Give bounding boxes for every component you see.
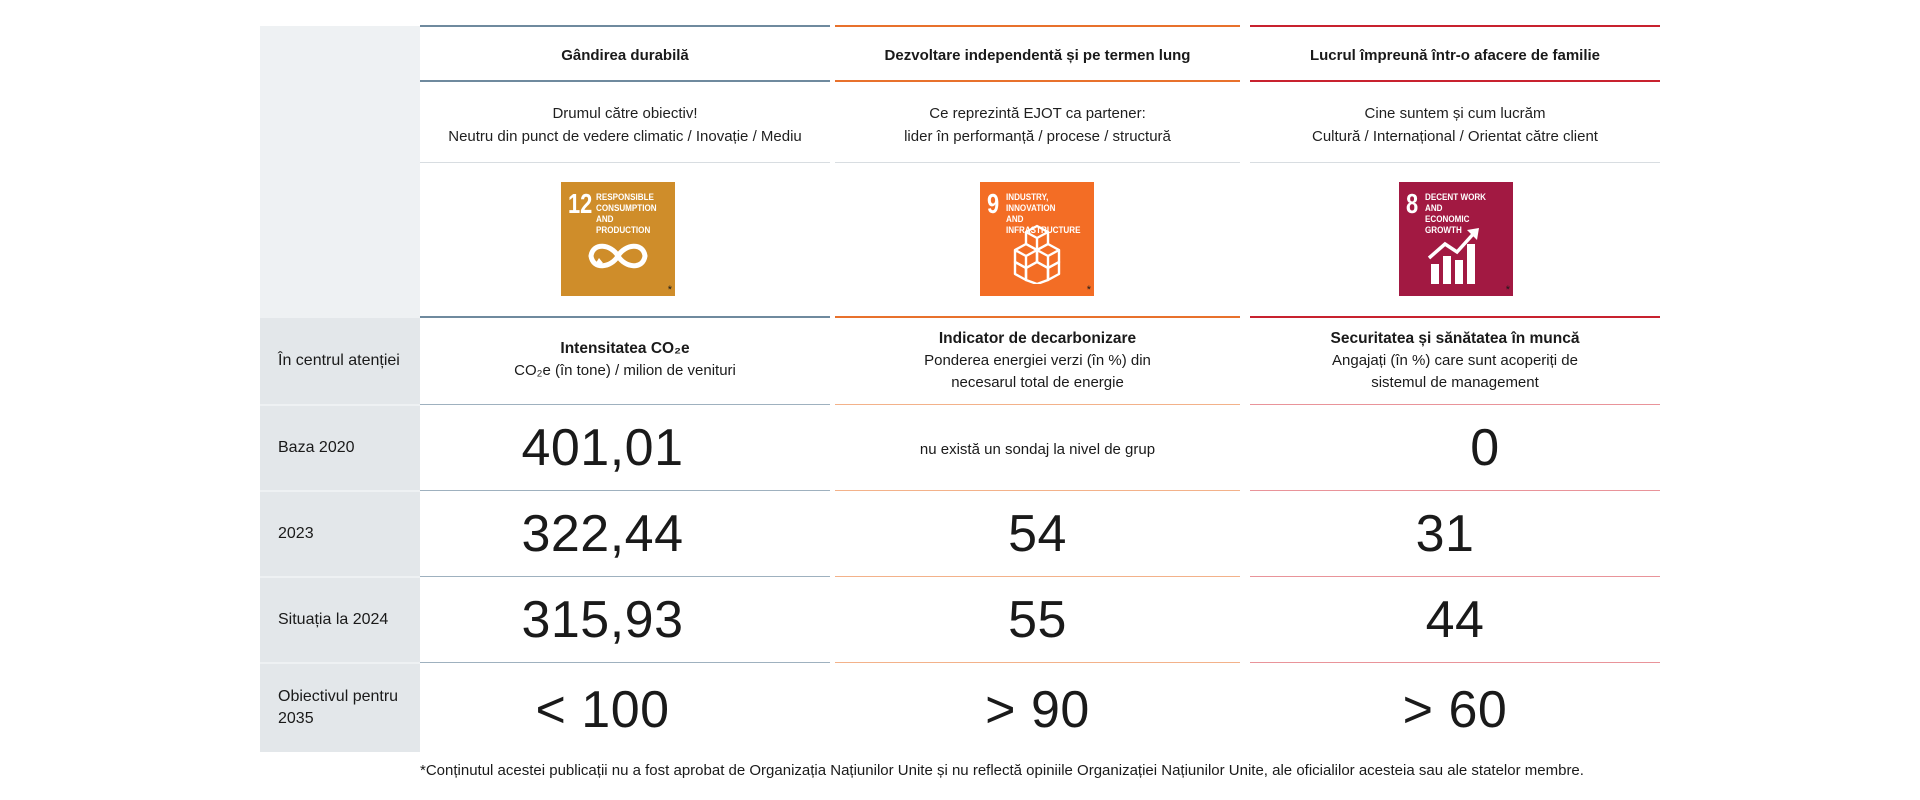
- sdg-title: DECENT WORK AND ECONOMIC GROWTH: [1425, 192, 1500, 236]
- row-rule: [420, 662, 830, 663]
- focus-subtitle-line1: Ponderea energiei verzi (în %) din: [924, 352, 1151, 369]
- status2024-label-cell: [260, 578, 420, 662]
- row-rule: [1250, 404, 1660, 405]
- sdg-star: *: [1086, 284, 1091, 296]
- row-rule: [835, 490, 1240, 491]
- sdg-8-badge: 8 DECENT WORK AND ECONOMIC GROWTH *: [1399, 182, 1513, 296]
- focus-label-cell: [260, 318, 420, 404]
- sdg-number: 9: [987, 188, 1000, 219]
- row-rule: [420, 490, 830, 491]
- row-label-focus: În centrul atenției: [278, 352, 400, 369]
- row-label-baseline: Baza 2020: [278, 439, 355, 456]
- sdg-title: RESPONSIBLE CONSUMPTION AND PRODUCTION: [596, 192, 663, 236]
- focus-top-rule: [1250, 316, 1660, 318]
- sdg-title-line2: CONSUMPTION: [596, 203, 657, 214]
- column-family-business: Lucrul împreună într-o afacere de famili…: [1250, 0, 1660, 760]
- column-top-rule: [835, 25, 1240, 27]
- sdg-star: *: [667, 284, 672, 296]
- heading-rule: [835, 80, 1240, 82]
- row-rule: [420, 404, 830, 405]
- column-description: Ce reprezintă EJOT ca partener: lider în…: [835, 102, 1240, 148]
- target-2035-value: > 60: [1402, 681, 1508, 739]
- row-label-target: Obiectivul pentru 2035: [278, 664, 418, 752]
- sdg-12-badge: 12 RESPONSIBLE CONSUMPTION AND PRODUCTIO…: [561, 182, 675, 296]
- focus-top-rule: [420, 316, 830, 318]
- y2023-label-cell: [260, 492, 420, 576]
- sdg-title-line1: DECENT WORK AND: [1425, 192, 1487, 214]
- focus-subtitle-line1: CO₂e (în tone) / milion de venituri: [514, 362, 736, 379]
- focus-title: Intensitatea CO₂e: [560, 340, 690, 357]
- target-2035-value: > 90: [985, 681, 1090, 739]
- disclaimer-footnote: *Conținutul acestei publicații nu a fost…: [420, 762, 1584, 779]
- description-rule: [420, 162, 830, 163]
- row-label-target-line2: 2035: [278, 710, 314, 727]
- target-label-cell: [260, 664, 420, 752]
- row-rule: [1250, 576, 1660, 577]
- focus-title: Securitatea și sănătatea în muncă: [1330, 330, 1580, 347]
- value-2023: 54: [1008, 505, 1067, 563]
- column-description: Cine suntem și cum lucrăm Cultură / Inte…: [1250, 102, 1660, 148]
- sdg-title-line2: ECONOMIC GROWTH: [1425, 214, 1470, 236]
- focus-top-rule: [835, 316, 1240, 318]
- column-description-line1: Cine suntem și cum lucrăm: [1364, 105, 1546, 122]
- row-rule: [1250, 662, 1660, 663]
- value-2023: 31: [1415, 505, 1475, 563]
- description-rule: [835, 162, 1240, 163]
- value-status-2024: 55: [1008, 591, 1067, 649]
- column-top-rule: [1250, 25, 1660, 27]
- column-top-rule: [420, 25, 830, 27]
- column-heading: Lucrul împreună într-o afacere de famili…: [1309, 47, 1601, 64]
- row-label-status-2024: Situația la 2024: [278, 611, 389, 628]
- sdg-star: *: [1505, 284, 1510, 296]
- cubes-icon: [1013, 224, 1061, 284]
- infinity-icon: [588, 243, 648, 269]
- sdg-number: 8: [1406, 188, 1419, 219]
- baseline-value: 401,01: [521, 419, 684, 477]
- focus-subtitle-line2: necesarul total de energie: [951, 374, 1124, 391]
- row-label-target-line1: Obiectivul pentru: [278, 688, 399, 705]
- sdg-title-line1: RESPONSIBLE: [596, 192, 654, 203]
- row-rule: [835, 576, 1240, 577]
- value-2023: 322,44: [521, 505, 684, 563]
- sdg-title-line3: AND PRODUCTION: [596, 214, 651, 236]
- column-heading: Gândirea durabilă: [561, 47, 689, 64]
- row-rule: [1250, 490, 1660, 491]
- column-description-line2: Cultură / Internațional / Orientat către…: [1312, 128, 1598, 145]
- focus-subtitle-line2: sistemul de management: [1371, 374, 1539, 391]
- column-description-line1: Ce reprezintă EJOT ca partener:: [929, 105, 1146, 122]
- target-2035-value: < 100: [535, 681, 670, 739]
- description-rule: [1250, 162, 1660, 163]
- column-description: Drumul către obiectiv! Neutru din punct …: [420, 102, 830, 148]
- column-sustainable-thinking: Gândirea durabilă Drumul către obiectiv!…: [420, 0, 830, 760]
- focus-cell: Indicator de decarbonizare Ponderea ener…: [835, 328, 1240, 394]
- value-status-2024: 44: [1425, 591, 1485, 649]
- row-label-2023: 2023: [278, 525, 314, 542]
- row-rule: [835, 662, 1240, 663]
- value-status-2024: 315,93: [521, 591, 684, 649]
- baseline-value: 0: [1470, 419, 1500, 477]
- column-heading: Dezvoltare independentă și pe termen lun…: [884, 47, 1191, 64]
- growth-chart-icon: [1427, 228, 1479, 284]
- focus-title: Indicator de decarbonizare: [938, 330, 1137, 347]
- focus-cell: Intensitatea CO₂e CO₂e (în tone) / milio…: [420, 338, 830, 382]
- column-description-line1: Drumul către obiectiv!: [552, 105, 698, 122]
- heading-rule: [420, 80, 830, 82]
- column-independent-development: Dezvoltare independentă și pe termen lun…: [835, 0, 1240, 760]
- column-description-line2: Neutru din punct de vedere climatic / In…: [448, 128, 802, 145]
- sdg-number: 12: [568, 188, 593, 219]
- column-description-line2: lider în performanță / procese / structu…: [904, 128, 1171, 145]
- row-rule: [835, 404, 1240, 405]
- heading-rule: [1250, 80, 1660, 82]
- sdg-9-badge: 9 INDUSTRY, INNOVATION AND INFRASTRUCTUR…: [980, 182, 1094, 296]
- focus-subtitle-line1: Angajați (în %) care sunt acoperiți de: [1332, 352, 1578, 369]
- baseline-value: nu există un sondaj la nivel de grup: [919, 441, 1156, 458]
- row-rule: [420, 576, 830, 577]
- baseline-label-cell: [260, 406, 420, 490]
- focus-cell: Securitatea și sănătatea în muncă Angaja…: [1250, 328, 1660, 394]
- sdg-title-line1: INDUSTRY, INNOVATION: [1006, 192, 1056, 214]
